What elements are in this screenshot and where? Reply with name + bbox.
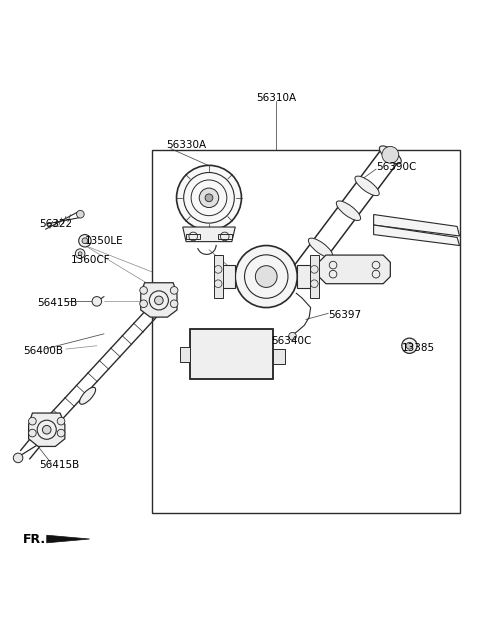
Text: 1360CF: 1360CF: [71, 255, 110, 265]
Circle shape: [177, 166, 241, 230]
Bar: [190, 329, 274, 379]
Text: 1350LE: 1350LE: [85, 236, 123, 246]
Circle shape: [57, 429, 65, 437]
Text: 56415B: 56415B: [39, 460, 80, 470]
Circle shape: [235, 245, 297, 307]
Circle shape: [155, 296, 163, 305]
Circle shape: [75, 249, 85, 258]
Text: 56310A: 56310A: [256, 93, 296, 103]
Circle shape: [78, 252, 82, 256]
Ellipse shape: [336, 201, 360, 220]
Bar: [190, 329, 274, 379]
Circle shape: [29, 429, 36, 437]
Text: 56415B: 56415B: [37, 298, 77, 308]
Circle shape: [255, 266, 277, 288]
Polygon shape: [183, 227, 235, 242]
Polygon shape: [141, 282, 177, 317]
Text: FR.: FR.: [23, 532, 46, 546]
Polygon shape: [319, 255, 390, 284]
Circle shape: [13, 453, 23, 463]
Polygon shape: [186, 233, 200, 240]
Circle shape: [82, 238, 88, 243]
Circle shape: [76, 210, 84, 218]
Circle shape: [29, 417, 36, 425]
Circle shape: [170, 300, 178, 307]
Text: 56390C: 56390C: [376, 162, 416, 172]
Circle shape: [42, 426, 51, 434]
Polygon shape: [47, 535, 90, 543]
Bar: [152, 150, 459, 512]
Polygon shape: [217, 233, 232, 240]
Text: 56322: 56322: [39, 219, 72, 229]
Circle shape: [92, 296, 102, 306]
Circle shape: [406, 343, 413, 349]
Text: 56400B: 56400B: [23, 346, 63, 355]
Circle shape: [205, 194, 213, 202]
Circle shape: [37, 420, 56, 439]
Text: 13385: 13385: [402, 343, 435, 353]
Text: 56330A: 56330A: [166, 141, 206, 150]
Circle shape: [199, 188, 219, 208]
Circle shape: [140, 300, 147, 307]
Circle shape: [382, 146, 399, 163]
Polygon shape: [373, 225, 459, 245]
Ellipse shape: [308, 238, 333, 258]
Ellipse shape: [355, 176, 379, 196]
Polygon shape: [180, 346, 190, 362]
Polygon shape: [373, 215, 459, 236]
Polygon shape: [274, 349, 285, 364]
Circle shape: [140, 286, 147, 294]
Circle shape: [57, 417, 65, 425]
Circle shape: [79, 235, 91, 247]
Polygon shape: [216, 265, 235, 288]
Circle shape: [149, 291, 168, 310]
Polygon shape: [297, 265, 316, 288]
Polygon shape: [29, 413, 65, 447]
Polygon shape: [214, 255, 223, 298]
Ellipse shape: [379, 146, 401, 164]
Ellipse shape: [80, 387, 96, 404]
Circle shape: [288, 332, 296, 340]
Circle shape: [402, 338, 417, 353]
Text: 56340C: 56340C: [271, 336, 312, 346]
Text: 56397: 56397: [328, 310, 361, 320]
Circle shape: [170, 286, 178, 294]
Polygon shape: [310, 255, 319, 298]
